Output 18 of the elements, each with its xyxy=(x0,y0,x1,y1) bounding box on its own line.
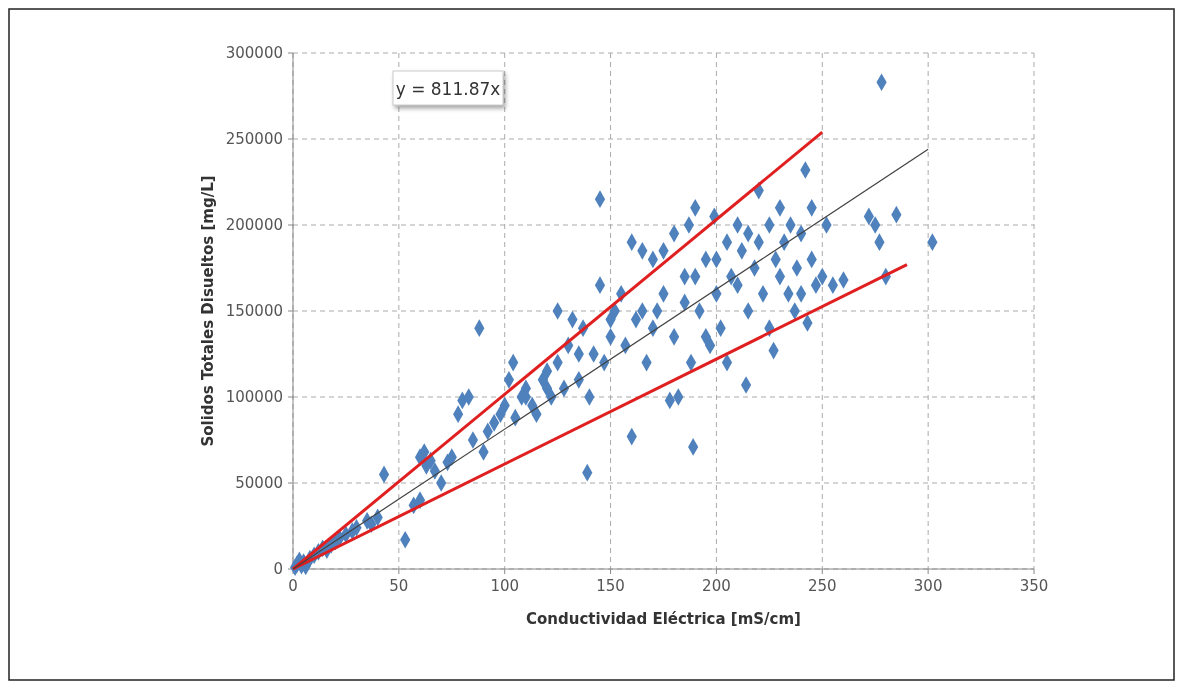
y-tick-label: 50000 xyxy=(235,474,283,492)
y-tick-label: 250000 xyxy=(225,130,283,148)
x-tick-label: 150 xyxy=(596,577,625,595)
x-tick-label: 50 xyxy=(389,577,409,595)
x-tick-label: 300 xyxy=(913,577,943,595)
y-tick-label: 100000 xyxy=(225,388,283,406)
x-tick-label: 100 xyxy=(490,577,520,595)
x-tick-label: 0 xyxy=(288,577,298,595)
x-tick-label: 200 xyxy=(702,577,731,595)
x-tick-label: 250 xyxy=(807,577,837,595)
y-tick-label: 300000 xyxy=(225,44,283,62)
x-axis-title: Conductividad Eléctrica [mS/cm] xyxy=(526,610,801,628)
y-tick-label: 150000 xyxy=(225,302,283,320)
y-axis-title: Solidos Totales Disueltos [mg/L] xyxy=(199,175,217,447)
y-tick-label: 200000 xyxy=(225,216,283,234)
y-tick-label: 0 xyxy=(273,560,283,578)
x-tick-label: 350 xyxy=(1019,577,1049,595)
annotation: y = 811.87x xyxy=(395,79,501,99)
